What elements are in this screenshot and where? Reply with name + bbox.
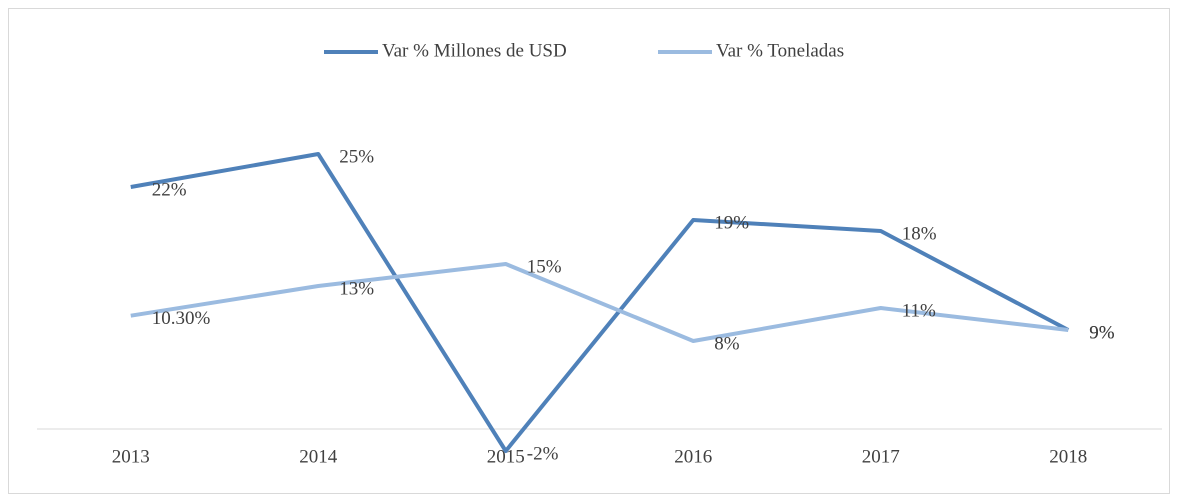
data-label: 9%	[1089, 322, 1115, 343]
data-label: 15%	[527, 256, 562, 277]
chart-border	[8, 8, 1170, 494]
data-label: 19%	[714, 212, 749, 233]
legend-label: Var % Millones de USD	[382, 40, 567, 61]
data-label: 13%	[339, 278, 374, 299]
data-label: 25%	[339, 146, 374, 167]
data-label: 10.30%	[152, 308, 211, 329]
x-tick-label: 2018	[1049, 446, 1087, 467]
x-tick-label: 2015	[487, 446, 525, 467]
data-label: -2%	[527, 443, 559, 464]
data-label: 22%	[152, 179, 187, 200]
x-tick-label: 2014	[299, 446, 338, 467]
x-tick-label: 2016	[674, 446, 712, 467]
data-label: 11%	[902, 300, 936, 321]
line-series	[130, 152, 1070, 453]
legend-label: Var % Toneladas	[716, 40, 844, 61]
line-series	[130, 262, 1069, 343]
data-label: 9%	[1089, 322, 1115, 343]
data-label: 8%	[714, 333, 740, 354]
x-tick-label: 2013	[112, 446, 150, 467]
data-label: 18%	[902, 223, 937, 244]
x-tick-label: 2017	[862, 446, 900, 467]
